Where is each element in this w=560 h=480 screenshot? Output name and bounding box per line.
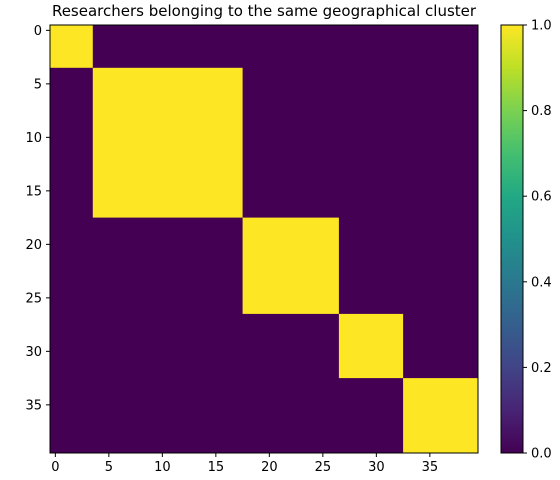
cluster-block-4 xyxy=(338,313,404,379)
colorbar: 0.0 0.2 0.4 0.6 0.8 1.0 xyxy=(500,19,552,462)
colorbar-tick-label: 0.6 xyxy=(531,190,552,205)
y-tick-label: 30 xyxy=(25,345,42,360)
colorbar-tick-label: 0.2 xyxy=(531,361,552,376)
y-tick-label: 10 xyxy=(25,131,42,146)
y-tick-label: 20 xyxy=(25,238,42,253)
cluster-block-1 xyxy=(50,25,93,68)
cluster-block-3 xyxy=(242,217,339,314)
x-tick-label: 25 xyxy=(315,460,332,475)
x-tick-label: 35 xyxy=(422,460,439,475)
y-tick-label: 25 xyxy=(25,291,42,306)
y-tick-label: 0 xyxy=(34,24,42,39)
plot-frame xyxy=(49,24,479,454)
colorbar-frame xyxy=(500,24,524,454)
colorbar-ticks: 0.0 0.2 0.4 0.6 0.8 1.0 xyxy=(523,19,552,462)
colorbar-tick-label: 0.8 xyxy=(531,104,552,119)
cluster-block-5 xyxy=(403,378,478,453)
chart-title: Researchers belonging to the same geogra… xyxy=(52,2,477,20)
x-tick-label: 0 xyxy=(51,460,59,475)
x-tick-label: 20 xyxy=(261,460,278,475)
y-tick-label: 15 xyxy=(25,184,42,199)
y-tick-label: 5 xyxy=(34,77,42,92)
x-axis: 0 5 10 15 20 25 30 35 xyxy=(51,453,438,475)
colorbar-gradient xyxy=(501,25,523,453)
x-tick-label: 30 xyxy=(368,460,385,475)
colorbar-tick-label: 0.0 xyxy=(531,447,552,462)
x-tick-label: 15 xyxy=(208,460,225,475)
x-tick-label: 5 xyxy=(105,460,113,475)
colorbar-tick-label: 1.0 xyxy=(531,19,552,34)
heatmap-plot-area xyxy=(50,25,478,453)
cluster-block-2 xyxy=(92,67,243,218)
x-tick-label: 10 xyxy=(154,460,171,475)
y-axis: 0 5 10 15 20 25 30 35 xyxy=(25,24,50,413)
colorbar-tick-label: 0.4 xyxy=(531,275,552,290)
y-tick-label: 35 xyxy=(25,398,42,413)
